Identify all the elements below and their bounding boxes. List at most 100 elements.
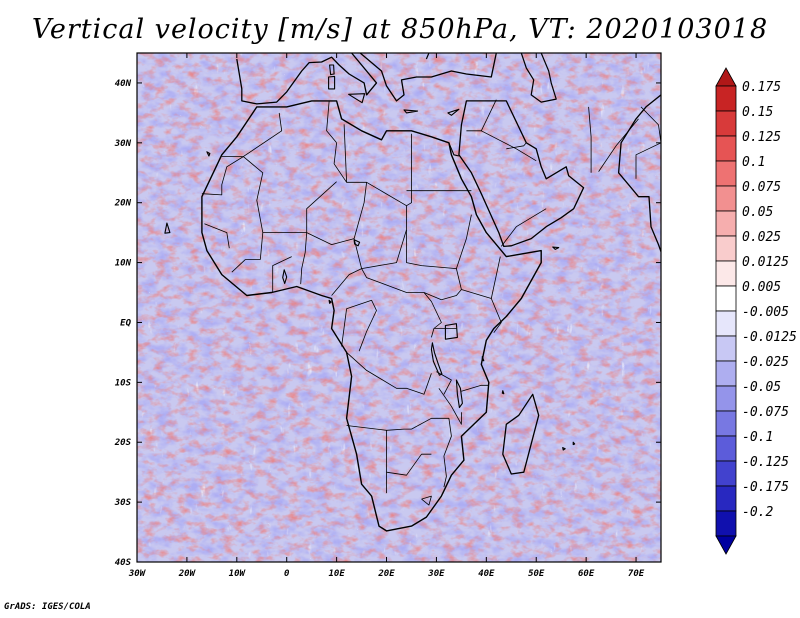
colorbar-swatch bbox=[715, 260, 737, 287]
country-border bbox=[300, 232, 308, 285]
country-border bbox=[386, 453, 432, 476]
country-border bbox=[411, 417, 452, 457]
africa-coastline bbox=[201, 100, 542, 532]
colorbar-swatch bbox=[715, 235, 737, 262]
colorbar-swatch bbox=[715, 385, 737, 412]
country-border bbox=[481, 130, 537, 162]
sicily-coastline bbox=[348, 93, 366, 104]
country-border bbox=[490, 298, 502, 333]
colorbar-label: 0.075 bbox=[742, 180, 781, 195]
colorbar-swatch bbox=[715, 285, 737, 312]
colorbar-swatch bbox=[715, 110, 737, 137]
lake-chad bbox=[353, 239, 361, 247]
country-border bbox=[243, 112, 283, 157]
colorbar-label: 0.15 bbox=[742, 105, 773, 120]
colorbar-label: 0.025 bbox=[742, 230, 781, 245]
colorbar-label: -0.025 bbox=[742, 355, 789, 370]
country-border bbox=[456, 256, 501, 299]
canary-islands-coastline bbox=[206, 151, 211, 157]
colorbar-swatch bbox=[715, 210, 737, 237]
country-border bbox=[333, 142, 407, 230]
country-border bbox=[635, 106, 661, 179]
country-border bbox=[341, 299, 377, 352]
country-border bbox=[438, 388, 462, 425]
colorbar-label: -0.2 bbox=[742, 505, 773, 520]
velocity-field bbox=[137, 53, 661, 562]
socotra-coastline bbox=[552, 246, 560, 250]
country-border bbox=[598, 118, 639, 172]
colorbar-label: -0.0125 bbox=[742, 330, 797, 345]
lake-volta bbox=[282, 269, 288, 285]
country-border bbox=[506, 142, 527, 150]
country-border bbox=[343, 124, 347, 183]
coastline-layer bbox=[164, 53, 695, 532]
x-tick-label: 10E bbox=[328, 569, 345, 579]
x-tick-label: 50E bbox=[528, 569, 545, 579]
colorbar-label: -0.125 bbox=[742, 455, 789, 470]
y-tick-label: 30N bbox=[114, 139, 132, 149]
lake-malawi bbox=[455, 379, 463, 409]
country-border bbox=[306, 232, 355, 245]
corsica-coastline bbox=[329, 64, 335, 76]
country-border bbox=[406, 133, 412, 207]
colorbar-swatch bbox=[715, 460, 737, 487]
colorbar-swatch bbox=[715, 85, 737, 112]
cape-verde-coastline bbox=[164, 222, 171, 234]
colorbar-swatch bbox=[715, 135, 737, 162]
caspian-sea-coast bbox=[520, 53, 557, 103]
country-border bbox=[423, 292, 442, 338]
reunion-coastline bbox=[562, 447, 566, 451]
country-border bbox=[201, 156, 244, 196]
x-tick-label: 20E bbox=[377, 569, 395, 579]
colorbar-label: 0.125 bbox=[742, 130, 781, 145]
colorbar-swatch bbox=[715, 335, 737, 362]
zanzibar-coastline bbox=[481, 356, 485, 362]
x-tick-label: 70E bbox=[628, 569, 645, 579]
y-tick-label: 40N bbox=[115, 79, 132, 89]
colorbar-label: -0.175 bbox=[742, 480, 789, 495]
colorbar-label: -0.1 bbox=[742, 430, 773, 445]
colorbar-swatch bbox=[715, 160, 737, 187]
y-tick-label: 30S bbox=[114, 498, 132, 508]
y-tick-label: 10N bbox=[115, 259, 132, 269]
x-tick-label: 30E bbox=[427, 569, 445, 579]
colorbar-label: 0.0125 bbox=[742, 255, 789, 270]
country-border bbox=[231, 259, 261, 273]
sinai-coast bbox=[448, 142, 460, 157]
country-border bbox=[588, 106, 592, 173]
bioko-coastline bbox=[328, 299, 332, 304]
madagascar-coastline bbox=[502, 393, 540, 475]
colorbar-swatch bbox=[715, 435, 737, 462]
map-title: Vertical velocity [m/s] at 850hPa, VT: 2… bbox=[31, 14, 769, 45]
country-border bbox=[406, 214, 472, 269]
country-border bbox=[346, 352, 432, 395]
country-border bbox=[204, 223, 230, 249]
crete-coastline bbox=[403, 109, 419, 114]
india-coastline bbox=[617, 94, 661, 254]
y-tick-label: 20S bbox=[114, 438, 132, 448]
country-border bbox=[221, 156, 264, 260]
y-tick-label: 20N bbox=[114, 199, 132, 209]
colorbar-label: -0.05 bbox=[742, 380, 781, 395]
x-tick-label: 60E bbox=[578, 569, 595, 579]
colorbar-swatch bbox=[715, 510, 737, 537]
lake-tanganyika bbox=[430, 342, 443, 376]
cyprus-coastline bbox=[447, 108, 460, 116]
plot-frame bbox=[136, 52, 662, 563]
y-axis: 40N 30N 20N 10N EQ 10S 20S 30S 40S bbox=[114, 79, 661, 568]
x-tick-label: 20W bbox=[178, 569, 197, 579]
colorbar-swatch bbox=[715, 185, 737, 212]
comoros-coastline bbox=[501, 390, 505, 395]
y-tick-label: 10S bbox=[115, 378, 132, 388]
country-border bbox=[443, 455, 447, 488]
country-border bbox=[461, 384, 489, 392]
sardinia-coastline bbox=[328, 75, 336, 90]
lake-victoria bbox=[444, 323, 458, 340]
sri-lanka-coastline bbox=[685, 264, 695, 286]
colorbar-swatch bbox=[715, 360, 737, 387]
colorbar-swatch bbox=[715, 310, 737, 337]
x-axis: 30W 20W 10W 0 10E 20E 30E 40E 50E 60E 70E bbox=[128, 53, 645, 579]
x-tick-label: 10W bbox=[229, 569, 247, 579]
y-tick-label: EQ bbox=[120, 318, 131, 328]
colorbar-top-arrow bbox=[715, 67, 737, 87]
